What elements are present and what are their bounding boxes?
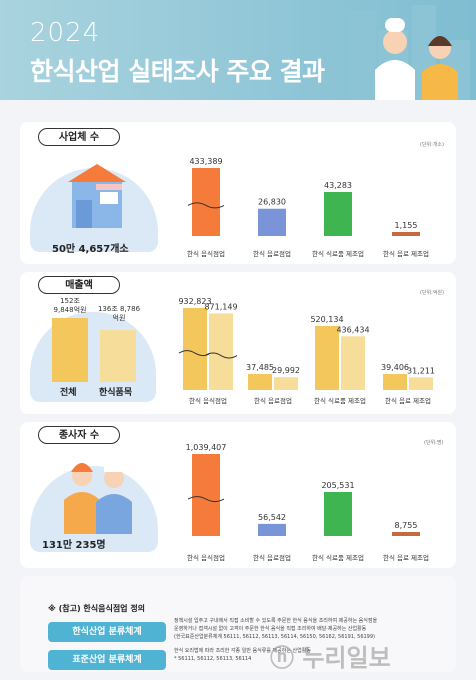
- value-label: 43,283: [324, 181, 352, 190]
- bar: [192, 454, 220, 536]
- value-label: 205,531: [321, 481, 354, 490]
- bar: [383, 374, 407, 390]
- hansik-sales-bar: [100, 330, 136, 382]
- classification-desc-hansik: 정책시설 입주고 구내에서 직접 소비할 수 있도록 주문한 한식 음식을 조리…: [174, 617, 454, 641]
- bar: [392, 532, 420, 536]
- category-label: 한식 식료품 제조업: [312, 553, 364, 562]
- report-year: 2024: [30, 18, 101, 48]
- value-label: 31,211: [407, 366, 435, 375]
- axis-break-mark: [204, 352, 238, 359]
- category-label: 한식 식료품 제조업: [314, 396, 366, 405]
- bar: [258, 208, 286, 236]
- bar: [324, 492, 352, 536]
- axis-break-mark: [187, 202, 225, 209]
- desc-line: * 56111, 56112, 56113, 56114: [174, 656, 252, 662]
- value-label: 56,542: [258, 513, 286, 522]
- total-employees: 131만 235명: [42, 540, 106, 551]
- unit-label: (단위:개소): [420, 142, 444, 148]
- header-banner: 2024 한식산업 실태조사 주요 결과: [0, 0, 476, 100]
- bar: [209, 313, 233, 390]
- category-label: 한식 음료 제조업: [383, 553, 429, 562]
- report-title: 한식산업 실태조사 주요 결과: [30, 57, 325, 86]
- value-label: 1,155: [395, 221, 418, 230]
- classification-desc-standard: 한식 요리법에 따라 조리한 각종 일반 음식류를 제공하는 산업활동 * 56…: [174, 647, 454, 663]
- total-sales-value: 152조 9,848억원: [53, 297, 87, 314]
- footer-title: ※ (참고) 한식음식점업 정의: [48, 604, 146, 613]
- value-label: 932,823: [178, 297, 211, 306]
- category-label: 한식 음식점업: [187, 553, 225, 562]
- bar: [315, 326, 339, 390]
- bar: [409, 377, 433, 390]
- category-label: 한식 음료 제조업: [383, 249, 429, 258]
- unit-label: (단위:억원): [420, 290, 444, 296]
- bar: [341, 336, 365, 390]
- bar: [274, 377, 298, 390]
- unit-label: (단위:명): [424, 440, 444, 446]
- total-sales-label: 전체: [60, 388, 77, 398]
- hansik-sales-label: 한식품목: [99, 388, 133, 398]
- classification-label-hansik: 한식산업 분류체계: [48, 622, 166, 642]
- value-label: 37,485: [246, 363, 274, 372]
- workers-icon: [64, 462, 132, 534]
- bar: [258, 523, 286, 536]
- watermark-logo: ⓝ 누리일보: [270, 644, 391, 672]
- category-label: 한식 음식점업: [187, 249, 225, 258]
- category-label: 한식 식료품 제조업: [312, 249, 364, 258]
- value-label: 433,389: [189, 157, 222, 166]
- value-label: 436,434: [336, 325, 369, 334]
- bar: [392, 232, 420, 236]
- value-label: 26,830: [258, 198, 286, 207]
- section-label-businesses: 사업체 수: [38, 128, 120, 146]
- value-label: 39,406: [381, 363, 409, 372]
- value-label: 8,755: [395, 521, 418, 530]
- value-label: 520,134: [310, 315, 343, 324]
- value-label: 1,039,407: [186, 443, 227, 452]
- bar: [324, 192, 352, 236]
- category-label: 한식 음료점업: [254, 396, 292, 405]
- desc-line: 운영하거나 접객시설 없이 고객이 주문한 한식 음식을 직접 조리하여 배달·…: [174, 626, 367, 632]
- total-businesses: 50만 4,657개소: [52, 244, 129, 255]
- section-label-employees: 종사자 수: [38, 426, 120, 444]
- category-label: 한식 음료점업: [253, 249, 291, 258]
- desc-line: (한국표준산업분류체계 56111, 56112, 56113, 56114, …: [174, 634, 375, 640]
- axis-break-mark: [187, 496, 225, 503]
- category-label: 한식 음식점업: [189, 396, 227, 405]
- building-shape: [350, 10, 376, 100]
- hansik-sales-value: 136조 8,786억원: [97, 305, 141, 322]
- bar: [183, 308, 207, 390]
- category-label: 한식 음료 제조업: [385, 396, 431, 405]
- category-label: 한식 음료점업: [253, 553, 291, 562]
- total-sales-bar: [52, 318, 88, 382]
- classification-label-standard: 표준산업 분류체계: [48, 650, 166, 670]
- desc-line: 한식 요리법에 따라 조리한 각종 일반 음식류를 제공하는 산업활동: [174, 648, 311, 654]
- section-label-sales: 매출액: [38, 276, 120, 294]
- value-label: 871,149: [204, 302, 237, 311]
- bar: [248, 374, 272, 390]
- store-icon: [68, 164, 126, 228]
- chefs-illustration: [375, 18, 458, 100]
- desc-line: 정책시설 입주고 구내에서 직접 소비할 수 있도록 주문한 한식 음식을 조리…: [174, 618, 378, 624]
- value-label: 29,992: [272, 366, 300, 375]
- bar: [192, 168, 220, 236]
